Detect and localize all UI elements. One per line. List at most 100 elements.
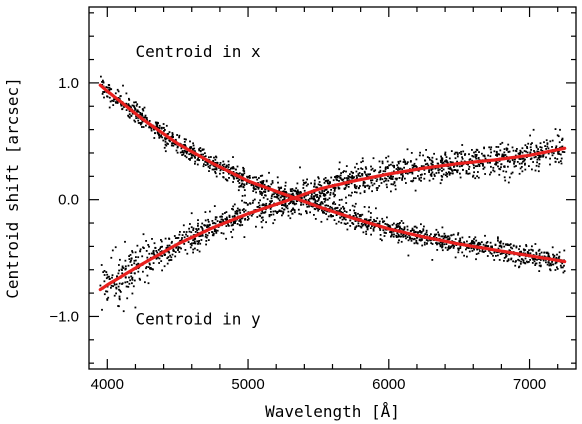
data-point-y xyxy=(177,247,180,250)
data-point-y xyxy=(433,173,436,176)
data-point-y xyxy=(121,266,124,269)
data-point-y xyxy=(178,233,181,236)
data-point-x xyxy=(433,235,435,238)
data-point-x xyxy=(424,233,427,235)
data-point-y xyxy=(549,163,551,166)
data-point-y xyxy=(313,179,316,182)
data-point-y xyxy=(207,220,210,223)
annotation-centroid-y: Centroid in y xyxy=(135,310,261,329)
data-point-y xyxy=(534,169,537,172)
data-point-x xyxy=(264,194,266,197)
data-point-x xyxy=(383,231,386,234)
data-point-y xyxy=(130,272,133,274)
data-point-x xyxy=(349,225,352,227)
data-point-y xyxy=(311,193,313,196)
data-point-y xyxy=(355,185,358,188)
data-point-y xyxy=(519,167,522,170)
data-point-x xyxy=(186,150,188,153)
data-point-y xyxy=(461,144,464,146)
data-point-y xyxy=(155,250,158,252)
data-point-x xyxy=(326,210,328,213)
data-point-y xyxy=(346,177,349,180)
data-point-y xyxy=(118,288,120,291)
data-point-x xyxy=(415,231,417,233)
data-point-y xyxy=(333,188,336,191)
data-point-y xyxy=(258,206,261,209)
data-point-y xyxy=(405,172,407,175)
data-point-y xyxy=(205,243,207,246)
data-point-y xyxy=(113,283,116,286)
data-point-x xyxy=(164,137,166,139)
data-point-x xyxy=(473,242,476,245)
data-point-y xyxy=(305,181,307,184)
data-point-y xyxy=(124,259,127,262)
data-point-y xyxy=(355,162,358,165)
data-point-x xyxy=(493,259,496,261)
data-point-y xyxy=(127,285,130,288)
data-point-x xyxy=(391,233,393,236)
data-point-x xyxy=(163,130,165,132)
data-point-x xyxy=(390,230,392,233)
data-point-y xyxy=(115,286,118,289)
data-point-y xyxy=(357,168,360,170)
data-point-x xyxy=(269,200,271,203)
data-point-x xyxy=(499,253,502,255)
data-point-x xyxy=(114,101,117,103)
data-point-y xyxy=(175,246,178,249)
data-point-x xyxy=(128,97,130,100)
data-point-x xyxy=(181,154,183,156)
data-point-x xyxy=(283,204,285,207)
data-point-y xyxy=(166,244,169,247)
data-point-y xyxy=(297,208,300,211)
data-point-x xyxy=(261,192,264,194)
data-point-x xyxy=(204,164,207,166)
data-point-y xyxy=(198,250,201,253)
data-point-y xyxy=(376,189,378,191)
data-point-y xyxy=(515,165,517,167)
data-point-x xyxy=(235,168,237,171)
data-point-y xyxy=(445,156,448,158)
data-point-y xyxy=(352,177,355,179)
data-point-x xyxy=(132,104,135,107)
data-point-x xyxy=(185,156,188,159)
data-point-y xyxy=(493,150,496,153)
data-point-x xyxy=(103,90,106,93)
data-point-y xyxy=(384,179,387,182)
data-point-x xyxy=(179,151,182,154)
data-point-x xyxy=(114,92,117,95)
data-point-x xyxy=(447,247,450,250)
data-point-x xyxy=(461,251,464,254)
data-point-y xyxy=(155,257,158,260)
data-point-x xyxy=(524,262,527,265)
data-point-y xyxy=(345,165,348,167)
data-point-x xyxy=(399,222,401,224)
data-point-x xyxy=(342,216,345,218)
data-point-y xyxy=(370,165,372,168)
data-point-y xyxy=(516,148,518,150)
data-point-x xyxy=(252,176,254,179)
data-point-y xyxy=(539,156,542,158)
data-point-x xyxy=(239,185,242,187)
data-point-x xyxy=(357,212,359,215)
data-point-x xyxy=(243,172,246,175)
data-point-y xyxy=(241,224,244,226)
y-tick-label: 1.0 xyxy=(58,75,79,92)
data-point-y xyxy=(344,186,347,189)
data-point-x xyxy=(500,246,503,249)
data-point-y xyxy=(327,190,329,193)
data-point-y xyxy=(182,224,185,227)
data-point-y xyxy=(247,217,250,220)
data-point-x xyxy=(538,258,540,260)
data-point-x xyxy=(116,88,119,91)
data-point-x xyxy=(125,109,128,111)
data-point-x xyxy=(259,175,262,177)
data-point-y xyxy=(231,236,234,239)
data-point-y xyxy=(506,148,509,150)
data-point-x xyxy=(519,251,522,254)
data-point-x xyxy=(470,247,473,250)
data-point-y xyxy=(546,145,549,148)
data-point-y xyxy=(286,207,289,210)
data-point-y xyxy=(449,172,452,175)
data-point-x xyxy=(168,139,171,142)
